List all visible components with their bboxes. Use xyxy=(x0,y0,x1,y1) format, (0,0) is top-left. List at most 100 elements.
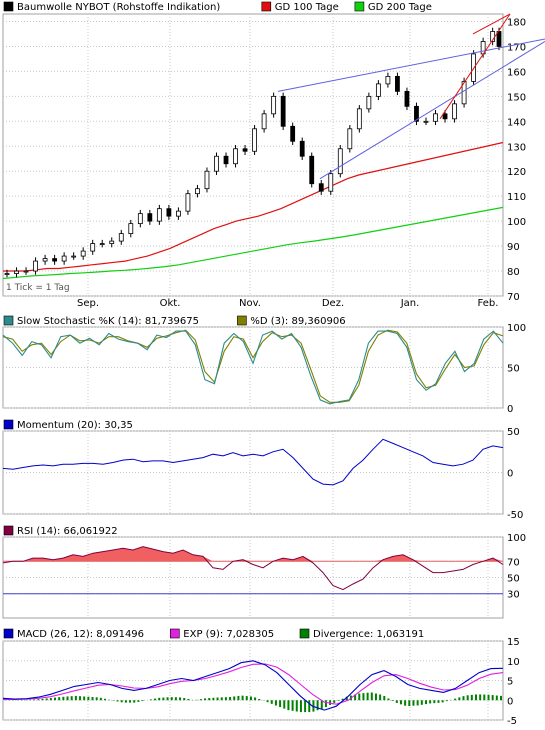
main-frame xyxy=(2,13,504,297)
main-tick-label: 110 xyxy=(507,192,526,203)
rsi-tick-label: 30 xyxy=(507,590,520,601)
candle-body xyxy=(166,208,172,217)
stoch-k-line xyxy=(2,330,504,405)
macd-tick-label: 0 xyxy=(507,696,513,707)
rsi-overbought-fill xyxy=(3,546,503,562)
candle-body xyxy=(204,170,210,190)
gd100-line xyxy=(3,141,504,272)
stoch-tick-label: 100 xyxy=(507,323,526,334)
month-label: Okt. xyxy=(160,298,181,309)
candle-body xyxy=(395,75,400,92)
momentum-tick-label: -50 xyxy=(507,510,523,521)
candle-body xyxy=(71,255,77,258)
candle-body xyxy=(90,243,96,252)
momentum-line xyxy=(2,438,504,486)
candle-body xyxy=(147,213,153,222)
candle-body xyxy=(33,260,38,272)
macd-tick-label: 5 xyxy=(507,677,513,688)
month-label: Feb. xyxy=(478,298,499,309)
candle-body xyxy=(137,213,143,225)
candle-body xyxy=(414,105,419,122)
candle-body xyxy=(128,223,134,235)
rsi-tick-label: 70 xyxy=(507,557,520,568)
candle-body xyxy=(496,31,502,47)
trendline-upper xyxy=(277,38,545,92)
macd-legend-label: MACD (26, 12): 8,091496 xyxy=(17,629,144,640)
month-label: Nov. xyxy=(239,298,261,309)
macd-tick-label: 15 xyxy=(507,637,520,648)
candle-body xyxy=(309,155,315,185)
macd-legend-label: EXP (9): 7,028305 xyxy=(183,629,274,640)
candle-body xyxy=(452,103,457,120)
rsi-line xyxy=(2,546,504,591)
month-label: Dez. xyxy=(322,298,344,309)
main-tick-label: 130 xyxy=(507,142,526,153)
macd-tick-label: -5 xyxy=(507,716,517,727)
candle-body xyxy=(433,113,438,122)
candle-body xyxy=(195,188,200,195)
candle-body xyxy=(176,210,181,217)
main-legend-label: Baumwolle NYBOT (Rohstoffe Indikation) xyxy=(17,2,220,13)
macd-legend-swatch xyxy=(170,628,180,639)
rsi-legend-label: RSI (14): 66,061922 xyxy=(17,526,118,537)
candle-body xyxy=(42,258,48,262)
stoch-legend-label: %D (3): 89,360906 xyxy=(250,316,345,327)
candle-body xyxy=(290,125,296,142)
candle-body xyxy=(280,95,286,127)
momentum-tick-label: 50 xyxy=(507,427,520,438)
main-tick-label: 90 xyxy=(507,242,520,253)
main-tick-label: 150 xyxy=(507,92,526,103)
main-tick-label: 160 xyxy=(507,67,526,78)
candle-body xyxy=(366,95,372,110)
main-tick-label: 70 xyxy=(507,292,520,303)
stoch-tick-label: 0 xyxy=(507,404,513,415)
trend-channel-red xyxy=(439,13,511,120)
main-tick-label: 80 xyxy=(507,267,520,278)
candle-body xyxy=(233,148,238,165)
candle-body xyxy=(14,270,19,274)
candle-body xyxy=(223,155,229,165)
candle-body xyxy=(337,148,343,175)
main-tick-label: 140 xyxy=(507,117,526,128)
macd-legend-swatch xyxy=(299,628,310,639)
momentum-legend-label: Momentum (20): 30,35 xyxy=(17,420,133,431)
stoch-legend-swatch xyxy=(3,315,14,326)
candle-body xyxy=(385,75,391,85)
exp-line xyxy=(3,663,504,705)
rsi-tick-label: 50 xyxy=(507,574,520,585)
candle-body xyxy=(271,95,277,115)
rsi-legend-swatch xyxy=(3,525,14,536)
candle-body xyxy=(375,83,381,97)
candle-body xyxy=(99,243,105,245)
candle-body xyxy=(23,270,29,273)
candle-body xyxy=(299,140,305,157)
candle-body xyxy=(185,193,191,212)
main-tick-label: 100 xyxy=(507,217,526,228)
stoch-legend-label: Slow Stochastic %K (14): 81,739675 xyxy=(17,316,199,327)
candle-body xyxy=(214,155,219,172)
main-legend-label: GD 200 Tage xyxy=(368,2,432,13)
candle-body xyxy=(109,240,115,244)
macd-legend-swatch xyxy=(3,628,14,639)
gd200-line xyxy=(2,206,504,280)
candle-body xyxy=(347,128,353,150)
main-legend-label: GD 100 Tage xyxy=(275,2,339,13)
stoch-legend-swatch xyxy=(237,315,247,326)
candle-body xyxy=(261,113,267,130)
trend-channel-red-top xyxy=(472,13,511,35)
candle-body xyxy=(52,258,58,262)
month-label: Jan. xyxy=(400,298,420,309)
candle-body xyxy=(118,233,124,242)
macd-line xyxy=(2,660,504,711)
stoch-tick-label: 50 xyxy=(507,364,520,375)
candle-body xyxy=(4,273,10,275)
momentum-legend-swatch xyxy=(3,419,14,430)
candle-body xyxy=(80,250,86,257)
candle-body xyxy=(442,113,448,120)
candle-body xyxy=(356,108,362,130)
rsi-tick-label: 100 xyxy=(507,533,526,544)
candle-body xyxy=(423,120,429,123)
candle-body xyxy=(328,173,334,192)
